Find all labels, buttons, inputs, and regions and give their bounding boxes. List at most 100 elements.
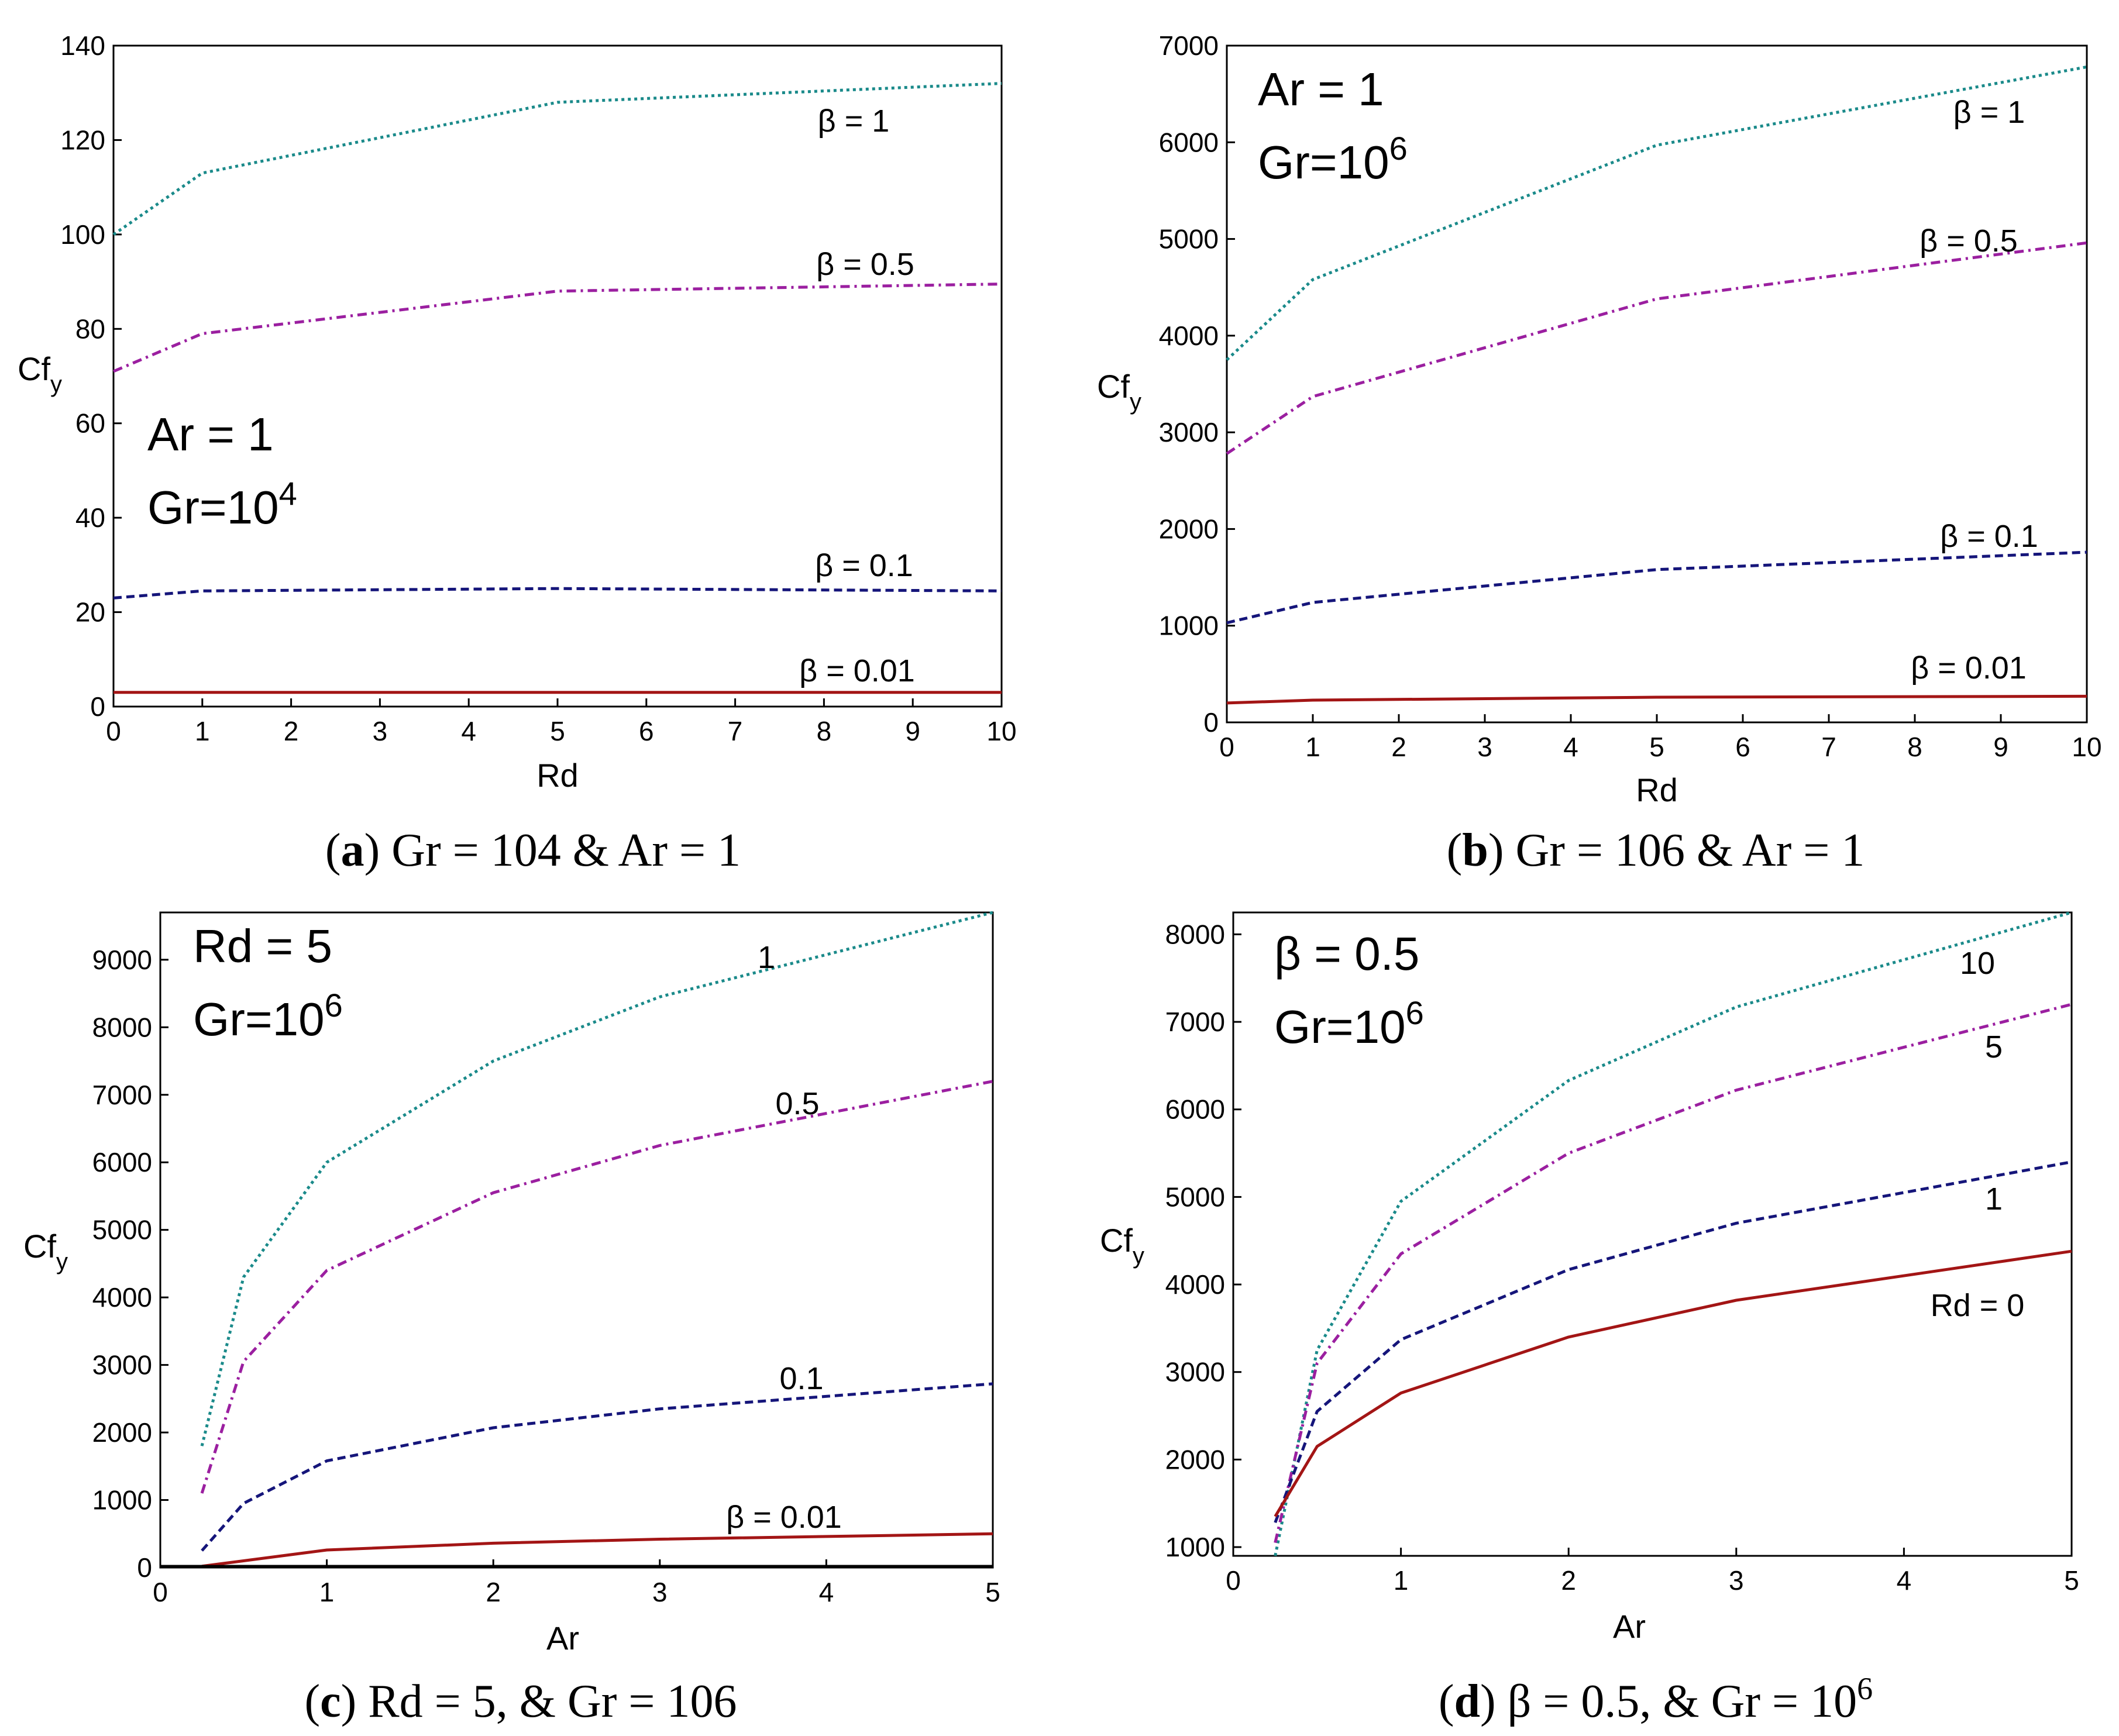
panel-caption: (a) Gr = 104 & Ar = 1 [325,825,741,876]
x-tick-label: 3 [1729,1565,1744,1596]
chart-panel-c: 0 1 2 3 4 5 0 1000 2000 3000 4000 5000 6000 7000 8000 9… [23,911,1000,1727]
x-tick-label: 4 [819,1577,834,1607]
y-tick-label: 0 [90,691,105,722]
x-tick-label: 0 [1226,1565,1241,1596]
caption-open-paren: ( [1447,825,1463,876]
y-tick-label: 6000 [1159,127,1219,157]
y-axis-label-subscript: y [1130,389,1141,415]
plot-frame [112,44,1003,708]
y-axis-label-subscript: y [56,1249,68,1275]
x-tick-label: 2 [1391,732,1406,762]
caption-close-paren: ) [1488,825,1504,876]
x-tick-label: 9 [1993,732,2008,762]
caption-open-paren: ( [325,825,341,876]
x-tick-label: 7 [1821,732,1836,762]
series-line-4 [1226,694,2087,705]
y-tick-label: 5000 [1159,224,1219,254]
series-label-4: Rd = 0 [1931,1288,2025,1323]
x-tick-label: 2 [284,716,299,746]
x-axis-label: Ar [1613,1608,1646,1645]
x-tick-label: 0 [1219,732,1234,762]
series-label-2: 5 [1985,1029,2003,1065]
y-tick-label: 4000 [1165,1269,1225,1300]
series-label-2: β = 0.5 [1920,223,2018,259]
plot-frame [1232,911,2073,1557]
series-label-1: β = 1 [1953,95,2025,130]
y-tick-label: 5000 [92,1215,152,1245]
inset-line-1: Ar = 1 [147,408,274,460]
series-line-1 [200,911,993,1446]
inset-gr-exponent: 4 [279,475,297,512]
series-label-1: β = 1 [818,104,890,139]
caption-text: Gr = 104 & Ar = 1 [380,825,741,876]
x-tick-label: 2 [1561,1565,1576,1596]
inset-line-1: β = 0.5 [1274,928,1419,980]
caption-close-paren: ) [364,825,380,876]
y-tick-label: 2000 [1165,1444,1225,1475]
inset-line-1: Ar = 1 [1258,63,1384,115]
series-line-1 [1274,911,2072,1556]
x-tick-label: 9 [905,716,920,746]
y-tick-label: 7000 [92,1080,152,1110]
x-tick-label: 6 [1735,732,1750,762]
y-tick-label: 40 [75,502,105,533]
x-tick-label: 1 [1394,1565,1409,1596]
x-tick-label: 5 [1649,732,1664,762]
x-tick-label: 8 [1907,732,1922,762]
y-tick-label: 7000 [1159,30,1219,61]
caption-close-paren: ) [341,1676,357,1727]
inset-gr-base: Gr=10 [193,993,325,1045]
series-line-3 [1274,1160,2072,1523]
panel-caption: (d) β = 0.5, & Gr = 106 [1439,1671,1873,1727]
inset-line-2: Gr=106 [1274,994,1424,1053]
x-tick-label: 3 [373,716,388,746]
x-tick-label: 0 [153,1577,168,1607]
inset-gr-base: Gr=10 [147,481,279,533]
series-line-2 [1274,1003,2072,1544]
y-tick-label: 120 [60,125,105,155]
panel-caption: (b) Gr = 106 & Ar = 1 [1447,825,1865,876]
chart-panel-d: 0 1 2 3 4 5 1000 2000 3000 4000 5000 6000 7000 8000 Ar… [1100,911,2079,1727]
x-axis-label: Ar [546,1620,579,1656]
y-tick-label: 20 [75,597,105,628]
x-tick-label: 1 [195,716,210,746]
series-line-3 [201,1382,993,1552]
caption-close-paren: ) [1480,1676,1496,1727]
series-label-3: 0.1 [779,1361,823,1396]
series-line-1 [1226,65,2087,361]
series-label-1: 10 [1960,946,1995,981]
chart-panel-b: 0 1 2 3 4 5 6 7 8 9 10 0 1000 2000 3000 4000 5000 6000 700… [1097,30,2102,876]
series-label-2: β = 0.5 [816,247,914,282]
y-tick-label: 6000 [1165,1094,1225,1125]
y-tick-label: 3000 [1165,1357,1225,1387]
y-tick-label: 5000 [1165,1182,1225,1212]
y-tick-label: 2000 [1159,514,1219,544]
y-tick-label: 8000 [1165,919,1225,949]
x-tick-label: 8 [817,716,832,746]
x-tick-label: 10 [986,716,1016,746]
series-line-2 [1226,241,2087,455]
series-line-4 [1274,1249,2072,1517]
x-tick-label: 5 [985,1577,1000,1607]
x-tick-label: 7 [728,716,743,746]
y-tick-label: 2000 [92,1417,152,1448]
series-label-1: 1 [758,940,775,975]
y-tick-label: 8000 [92,1012,152,1042]
series-label-3: 1 [1985,1182,2003,1217]
x-tick-label: 0 [106,716,121,746]
y-tick-label: 0 [1203,707,1219,738]
x-tick-label: 2 [486,1577,501,1607]
y-tick-label: 1000 [1165,1532,1225,1562]
y-tick-label: 4000 [1159,321,1219,351]
y-tick-label: 1000 [1159,611,1219,641]
y-tick-label: 60 [75,408,105,439]
series-label-4: β = 0.01 [799,653,915,688]
y-axis-label: Cfy [18,350,62,397]
inset-gr-exponent: 6 [325,987,343,1024]
series-label-4: β = 0.01 [726,1500,842,1535]
y-tick-label: 9000 [92,945,152,975]
series-label-2: 0.5 [775,1086,819,1121]
y-tick-label: 3000 [92,1350,152,1380]
